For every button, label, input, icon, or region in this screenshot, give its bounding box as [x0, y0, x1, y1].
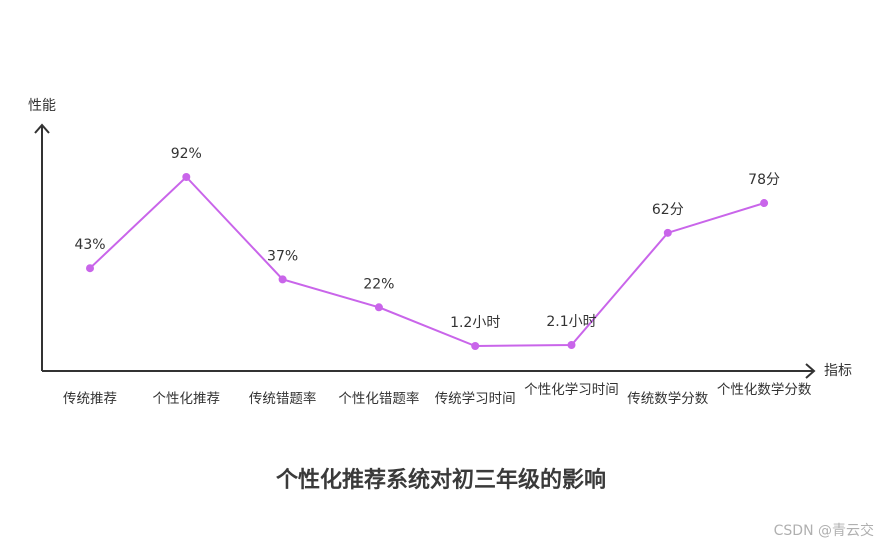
x-tick-label: 个性化学习时间: [524, 382, 619, 398]
data-label: 22%: [363, 276, 394, 292]
x-tick-label: 个性化数学分数: [716, 382, 812, 398]
axes: 性能 指标: [28, 98, 852, 379]
x-axis-label: 指标: [824, 363, 852, 379]
data-point: [567, 341, 576, 350]
data-point: [182, 173, 191, 181]
chart-title: 个性化推荐系统对初三年级的影响: [275, 468, 606, 493]
data-label: 37%: [267, 248, 298, 264]
y-axis-arrow: [34, 123, 50, 134]
data-point: [663, 228, 672, 237]
x-tick-label: 传统数学分数: [627, 391, 709, 407]
data-label: 1.2小时: [450, 315, 500, 331]
data-label: 92%: [171, 146, 202, 162]
data-point: [86, 264, 94, 273]
data-point: [471, 342, 480, 350]
data-label: 43%: [74, 237, 105, 253]
x-tick-label: 传统推荐: [63, 391, 117, 407]
data-label: 2.1小时: [546, 314, 596, 330]
y-axis-label: 性能: [28, 98, 56, 114]
x-tick-label: 传统学习时间: [434, 391, 516, 407]
x-axis-arrow: [805, 363, 816, 379]
data-point: [760, 199, 769, 208]
series-line: [89, 175, 765, 348]
data-point: [374, 303, 383, 312]
x-tick-label: 个性化推荐: [152, 391, 221, 407]
watermark: CSDN @青云交: [773, 523, 874, 539]
x-tick-label: 个性化错题率: [338, 391, 420, 407]
data-label: 62分: [652, 202, 684, 218]
x-tick-label: 传统错题率: [248, 391, 317, 407]
data-label: 78分: [748, 172, 780, 188]
data-point: [278, 275, 287, 284]
